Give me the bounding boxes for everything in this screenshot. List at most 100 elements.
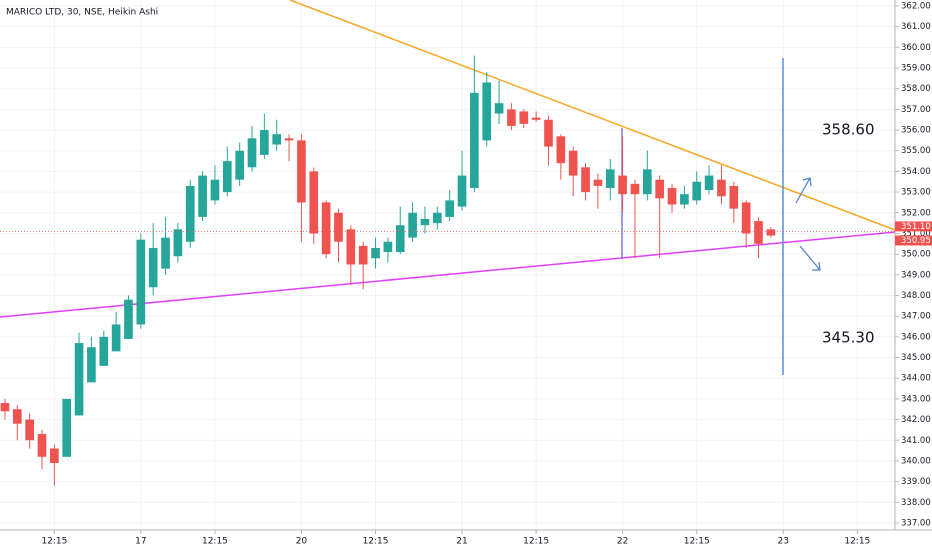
candle-body [260, 130, 269, 155]
candle-body [321, 202, 331, 255]
candle-body [507, 109, 516, 126]
x-tick-label: 12:15 [523, 537, 549, 547]
y-tick-label: 342.00 [901, 415, 931, 425]
candle-body [297, 140, 306, 203]
candle-body [99, 336, 109, 366]
candle-body [247, 138, 257, 168]
y-tick-label: 360.00 [901, 43, 931, 53]
candle-body [185, 185, 195, 242]
resistance-trendline [289, 0, 896, 231]
y-tick-label: 356.00 [901, 126, 931, 136]
y-tick-label: 362.00 [901, 1, 931, 11]
candle-body [494, 103, 504, 114]
y-tick-label: 350.00 [901, 250, 931, 260]
candle-body [655, 179, 664, 199]
candle-body [235, 150, 244, 180]
candle-body [62, 398, 72, 457]
candle-body [593, 179, 603, 186]
candle-body [420, 218, 430, 226]
candle-body [222, 161, 232, 193]
up-arrow [795, 177, 812, 204]
y-tick-label: 355.00 [901, 146, 931, 156]
candle-body [766, 229, 776, 236]
candle-body [667, 187, 677, 205]
candle-body [346, 229, 356, 265]
y-tick-label: 361.00 [901, 22, 931, 32]
candle-body [470, 92, 479, 188]
candle-body [309, 171, 319, 234]
candle-body [605, 169, 615, 188]
y-tick-label: 352.00 [901, 208, 931, 218]
y-tick-label: 347.00 [901, 312, 931, 322]
price-label: 350.95 [901, 236, 931, 246]
y-tick-label: 349.00 [901, 270, 931, 280]
candle-body [581, 167, 590, 193]
y-tick-label: 340.00 [901, 456, 931, 466]
y-tick-label: 358.00 [901, 84, 931, 94]
y-tick-label: 338.00 [901, 498, 931, 508]
candle-body [704, 175, 714, 191]
upper-target: 358.60 [822, 121, 875, 139]
y-tick-label: 354.00 [901, 167, 931, 177]
candle-body [680, 194, 689, 205]
x-tick-label: 12:15 [684, 537, 710, 547]
y-tick-label: 357.00 [901, 105, 931, 115]
y-tick-label: 346.00 [901, 332, 931, 342]
candle-body [568, 150, 578, 176]
candle-body [544, 119, 553, 147]
grid [0, 0, 895, 530]
candle-body [50, 448, 59, 464]
candle-body [87, 347, 96, 383]
candle-body [334, 212, 343, 242]
y-tick-label: 344.00 [901, 374, 931, 384]
candle-body [395, 225, 405, 253]
candle-body [25, 419, 34, 441]
candle-body [210, 179, 220, 201]
x-tick-label: 23 [777, 537, 788, 547]
x-tick-label: 12:15 [41, 537, 67, 547]
y-tick-label: 337.00 [901, 518, 931, 528]
candle-body [408, 212, 417, 238]
candle-body [148, 247, 158, 288]
candle-body [754, 221, 763, 244]
candle-body [729, 185, 739, 209]
y-tick-label: 353.00 [901, 188, 931, 198]
candle-body [445, 200, 454, 217]
candle-body [383, 241, 393, 253]
x-tick-label: 20 [296, 537, 308, 547]
candle-body [161, 237, 170, 269]
down-arrow [799, 245, 821, 271]
candle-body [519, 111, 529, 124]
candle-body [717, 179, 726, 197]
y-tick-label: 343.00 [901, 394, 931, 404]
candle-body [12, 409, 22, 424]
candle-body [642, 169, 652, 195]
candle-body [432, 212, 442, 224]
candle-body [198, 175, 207, 217]
candle-body [457, 175, 467, 207]
lower-target: 345.30 [822, 329, 875, 347]
candle-body [358, 245, 368, 265]
candle-body [618, 175, 627, 195]
candle-body [136, 239, 146, 325]
x-tick-label: 22 [617, 537, 628, 547]
y-tick-label: 345.00 [901, 353, 931, 363]
x-tick-label: 12:15 [844, 537, 870, 547]
candle-body [173, 229, 183, 257]
candle-body [531, 117, 541, 120]
candle-body [111, 324, 121, 352]
candle-body [124, 299, 133, 339]
candle-body [692, 181, 702, 201]
candle-body [0, 403, 10, 412]
candle-body [741, 202, 751, 234]
y-tick-label: 348.00 [901, 291, 931, 301]
y-tick-label: 359.00 [901, 64, 931, 74]
candle-body [37, 434, 47, 457]
candle-body [371, 247, 380, 259]
y-tick-label: 351.00 [901, 229, 931, 239]
price-label-box [895, 235, 932, 246]
price-label: 351.10 [901, 222, 931, 232]
candle-body [630, 183, 640, 195]
y-tick-label: 341.00 [901, 436, 931, 446]
x-tick-label: 12:15 [363, 537, 389, 547]
